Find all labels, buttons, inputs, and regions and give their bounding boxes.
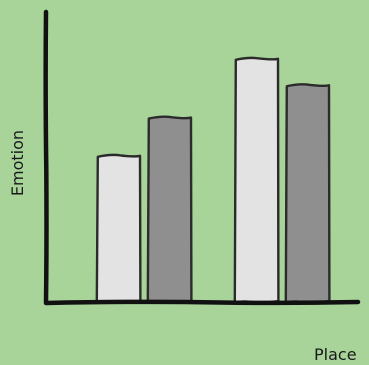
bar-series-2-category-1 [146,115,193,304]
bar-series-1-category-2 [233,56,280,304]
x-axis-line [43,299,361,306]
bar-series-2-category-2 [284,83,331,304]
y-axis-line [43,9,49,305]
x-axis-label: Place [314,345,357,364]
y-axis-label: Emotion [8,129,27,197]
bar-series-1-category-1 [95,153,142,304]
